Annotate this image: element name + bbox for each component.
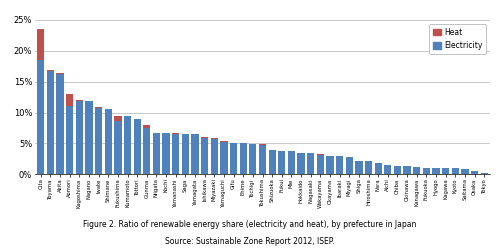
- Bar: [182, 134, 189, 174]
- Bar: [66, 106, 74, 174]
- Bar: [432, 168, 440, 174]
- Bar: [336, 156, 343, 174]
- Bar: [210, 138, 218, 139]
- Bar: [268, 150, 276, 174]
- Bar: [423, 168, 430, 174]
- Bar: [210, 139, 218, 174]
- Bar: [220, 142, 228, 174]
- Bar: [66, 94, 74, 106]
- Bar: [316, 155, 324, 174]
- Bar: [259, 145, 266, 174]
- Bar: [56, 73, 64, 74]
- Bar: [413, 167, 420, 174]
- Bar: [56, 74, 64, 174]
- Bar: [442, 168, 450, 174]
- Bar: [471, 171, 478, 174]
- Bar: [143, 125, 150, 128]
- Bar: [47, 70, 54, 174]
- Bar: [240, 143, 247, 174]
- Text: Source: Sustainable Zone Report 2012, ISEP.: Source: Sustainable Zone Report 2012, IS…: [165, 237, 335, 246]
- Bar: [114, 116, 121, 121]
- Bar: [86, 101, 92, 174]
- Bar: [384, 165, 392, 174]
- Bar: [346, 157, 353, 174]
- Bar: [374, 163, 382, 174]
- Bar: [201, 138, 208, 174]
- Bar: [404, 166, 410, 174]
- Bar: [249, 144, 256, 174]
- Bar: [95, 108, 102, 174]
- Bar: [37, 29, 44, 60]
- Bar: [480, 173, 488, 174]
- Bar: [76, 100, 83, 101]
- Bar: [316, 154, 324, 155]
- Bar: [452, 168, 459, 174]
- Bar: [182, 133, 189, 134]
- Bar: [220, 141, 228, 142]
- Bar: [278, 151, 285, 174]
- Bar: [259, 144, 266, 145]
- Bar: [192, 134, 198, 174]
- Bar: [307, 153, 314, 174]
- Text: Figure 2. Ratio of renewable energy share (electricity and heat), by prefecture : Figure 2. Ratio of renewable energy shar…: [84, 220, 416, 229]
- Bar: [134, 119, 141, 174]
- Bar: [298, 153, 304, 174]
- Legend: Heat, Electricity: Heat, Electricity: [430, 24, 486, 54]
- Bar: [172, 133, 180, 174]
- Bar: [114, 121, 121, 174]
- Bar: [104, 109, 112, 110]
- Bar: [394, 166, 401, 174]
- Bar: [124, 116, 131, 174]
- Bar: [104, 110, 112, 174]
- Bar: [201, 137, 208, 138]
- Bar: [356, 161, 362, 174]
- Bar: [192, 133, 198, 134]
- Bar: [76, 101, 83, 174]
- Bar: [37, 60, 44, 174]
- Bar: [365, 161, 372, 174]
- Bar: [143, 128, 150, 174]
- Bar: [162, 133, 170, 174]
- Bar: [326, 156, 334, 174]
- Bar: [462, 169, 468, 174]
- Bar: [153, 133, 160, 174]
- Bar: [230, 143, 237, 174]
- Bar: [95, 107, 102, 108]
- Bar: [288, 151, 295, 174]
